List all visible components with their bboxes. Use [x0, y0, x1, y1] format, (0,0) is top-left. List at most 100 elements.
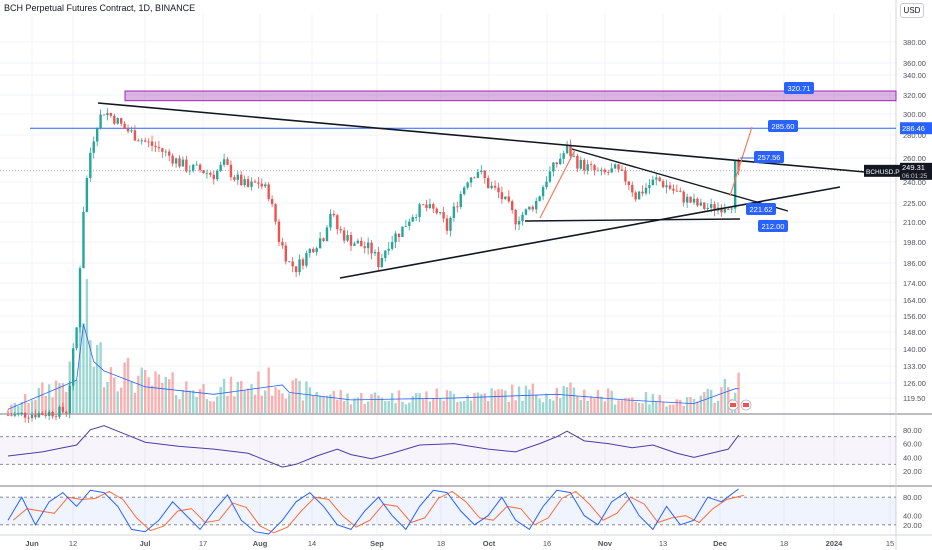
volume-bar	[459, 401, 462, 413]
candle-body	[401, 226, 404, 237]
candle	[164, 149, 167, 157]
candle-body	[456, 206, 459, 208]
volume-bar	[336, 399, 339, 413]
candle	[82, 206, 85, 269]
annotation-label-text: 221.62	[750, 205, 773, 214]
volume-bar	[610, 390, 613, 413]
volume-bar	[294, 378, 298, 413]
volume-bar	[41, 382, 44, 413]
candle-body	[85, 178, 89, 212]
candle	[589, 161, 593, 170]
candle-body	[34, 414, 37, 418]
candle-body	[89, 152, 92, 179]
candle-body	[661, 181, 665, 188]
candle	[511, 199, 514, 214]
chart-title: BCH Perpetual Futures Contract, 1D, BINA…	[4, 3, 196, 13]
volume-bar	[651, 394, 655, 413]
volume-bar	[27, 402, 30, 413]
candle	[569, 139, 572, 161]
candle	[456, 201, 459, 213]
volume-bar	[205, 399, 209, 413]
volume-bar	[82, 323, 85, 413]
volume-bar	[569, 382, 572, 413]
candle	[205, 169, 209, 179]
volume-bar	[185, 381, 188, 413]
volume-bar	[164, 376, 167, 413]
candle	[576, 153, 579, 173]
time-axis-tick: Sep	[370, 539, 384, 548]
candle-body	[507, 196, 510, 202]
volume-bar	[157, 374, 161, 413]
candle	[281, 237, 284, 249]
candle	[229, 160, 233, 181]
candle-body	[617, 164, 620, 170]
candle-body	[572, 155, 576, 157]
volume-bar	[442, 400, 445, 413]
price-axis-tick: 140.00	[903, 345, 926, 354]
candle	[240, 171, 243, 186]
candle	[579, 156, 583, 171]
price-axis-tick: 210.00	[903, 218, 926, 227]
volume-bar	[634, 401, 637, 413]
candle	[133, 125, 137, 141]
candle-body	[240, 174, 243, 186]
candle-body	[233, 177, 236, 180]
candle-body	[17, 413, 20, 414]
price-axis-tick: 148.00	[903, 328, 926, 337]
volume-bar	[418, 393, 421, 413]
candle-body	[219, 164, 222, 171]
volume-bar	[277, 389, 281, 413]
price-axis-tick: 225.00	[903, 199, 926, 208]
volume-bar	[264, 390, 267, 413]
volume-bar	[89, 340, 92, 413]
volume-bar	[291, 380, 294, 413]
time-axis-tick: Jun	[25, 539, 39, 548]
candle-body	[305, 253, 308, 266]
time-axis-tick: 16	[543, 539, 551, 548]
candle-body	[552, 162, 555, 172]
rsi-axis-tick: 80.00	[903, 426, 922, 435]
candle	[404, 219, 408, 227]
volume-bar	[452, 393, 456, 413]
candle	[123, 121, 126, 130]
candle	[428, 198, 432, 210]
candle-body	[665, 185, 668, 188]
candle	[102, 114, 106, 116]
volume-bar	[226, 395, 229, 413]
candle-body	[655, 177, 658, 180]
stoch-d-line	[12, 490, 744, 534]
candle	[682, 190, 685, 207]
inner-trendline	[571, 148, 789, 212]
volume-bar	[284, 398, 288, 413]
event-flag-icon-stripes	[743, 403, 749, 407]
candle-body	[445, 218, 449, 231]
candle	[222, 153, 226, 168]
volume-bar	[699, 395, 703, 413]
candle-body	[452, 206, 456, 218]
volume-bar	[198, 389, 202, 413]
volume-bar	[500, 389, 504, 413]
candle-body	[147, 141, 150, 143]
candle	[377, 246, 380, 271]
currency-badge[interactable]: USD	[900, 3, 924, 18]
volume-bar	[168, 379, 171, 413]
volume-bar	[562, 386, 565, 413]
volume-bar	[315, 392, 318, 413]
volume-bar	[480, 394, 483, 413]
candle	[535, 197, 538, 214]
candle-body	[209, 172, 212, 175]
price-axis-tick: 164.00	[903, 296, 926, 305]
volume-bar	[658, 394, 661, 413]
rsi-axis-tick: 40.00	[903, 453, 922, 462]
volume-bar	[445, 390, 449, 413]
candle-body	[610, 168, 613, 173]
annotation-label: 212.00	[758, 220, 788, 232]
candle	[356, 238, 360, 244]
volume-bar	[675, 399, 679, 413]
volume-bar	[325, 395, 329, 413]
volume-bar	[411, 396, 414, 413]
candle	[466, 181, 469, 190]
volume-bar	[20, 401, 23, 413]
candle-body	[576, 155, 579, 169]
